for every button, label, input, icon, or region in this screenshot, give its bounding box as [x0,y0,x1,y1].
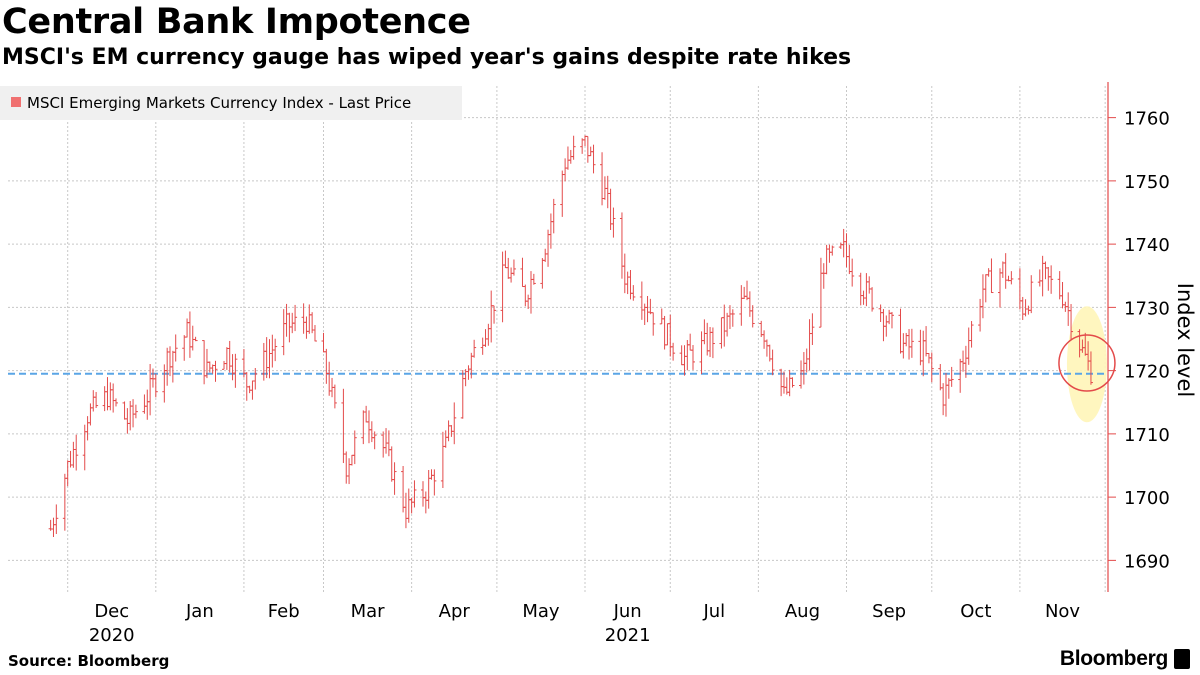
highlight-layer [1066,306,1107,423]
y-tick-label: 1730 [1124,298,1170,319]
x-tick-label: Dec [94,601,129,622]
y-tick-label: 1710 [1124,425,1170,446]
y-tick-label: 1760 [1124,109,1170,130]
y-tick-label: 1700 [1124,488,1170,509]
legend-swatch [11,97,21,107]
x-tick-label: Aug [785,601,820,622]
y-tick-label: 1740 [1124,235,1170,256]
highlight-circle [1058,334,1116,392]
bloomberg-chart-icon [1174,649,1190,669]
x-tick-label: Apr [439,601,471,622]
x-tick-label: Jun [613,601,642,622]
axis-layer: 1690 1700 1710 1720 1730 1740 1750 1760 Dec Jan Fe… [89,82,1170,646]
chart-subtitle: MSCI's EM currency gauge has wiped year'… [2,45,852,70]
x-tick-label: May [522,601,560,622]
chart-title: Central Bank Impotence [2,2,471,42]
highlight-glow [1066,306,1107,423]
x-year-label: 2020 [89,625,135,646]
legend: MSCI Emerging Markets Currency Index - L… [0,86,462,120]
source-note: Source: Bloomberg [8,652,170,670]
y-axis-label: Index level [1173,283,1197,397]
x-tick-label: Oct [960,601,991,622]
x-tick-label: Nov [1045,601,1080,622]
series-layer [48,135,1116,537]
brand-logo: Bloomberg [1059,647,1168,670]
legend-label: MSCI Emerging Markets Currency Index - L… [27,94,411,112]
x-tick-label: Jul [702,601,725,622]
x-tick-label: Feb [268,601,300,622]
y-tick-label: 1720 [1124,362,1170,383]
y-tick-label: 1690 [1124,551,1170,572]
grid-layer [8,86,1106,592]
x-tick-label: Jan [185,601,214,622]
x-tick-label: Sep [872,601,906,622]
x-tick-label: Mar [351,601,386,622]
x-year-label: 2021 [605,625,651,646]
y-tick-label: 1750 [1124,172,1170,193]
legend-background [0,86,462,120]
